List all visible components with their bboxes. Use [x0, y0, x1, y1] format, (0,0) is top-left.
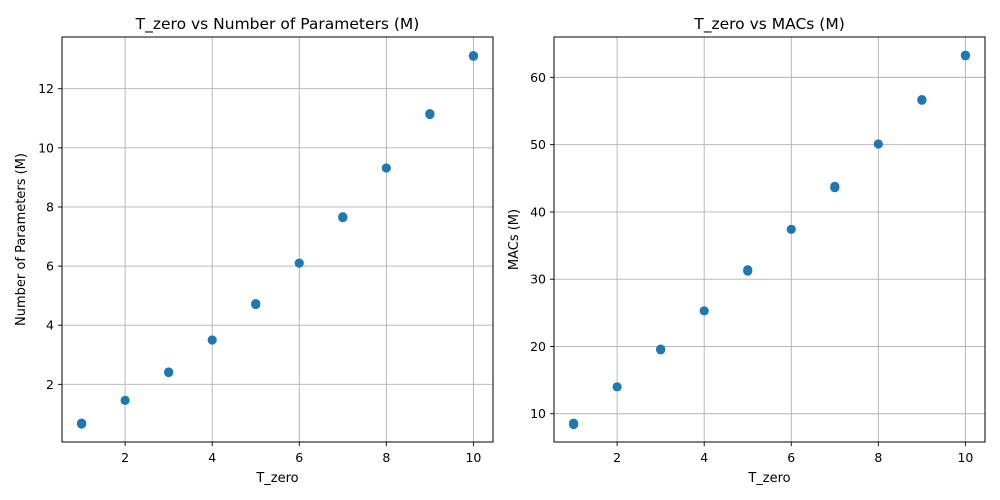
x-tick-label: 6	[295, 450, 303, 465]
data-point	[743, 265, 753, 275]
chart-panel-2: 2 4 6 8 10 10 20 30 40 50 60 T_zero vs MACs (M) T_ze…	[507, 15, 986, 486]
x-axis-label: T_zero	[255, 471, 298, 486]
y-tick-label: 40	[530, 204, 546, 219]
plot-frame	[61, 36, 494, 443]
plot-frame	[553, 36, 986, 443]
y-axis-label: MACs (M)	[507, 209, 522, 270]
data-point	[207, 335, 217, 345]
x-tick-label: 10	[465, 450, 481, 465]
y-tick-label: 2	[46, 377, 54, 392]
y-tick-label: 8	[46, 199, 54, 214]
x-tick-label: 10	[957, 450, 973, 465]
data-point	[568, 418, 579, 428]
y-axis-label: Number of Parameters (M)	[14, 153, 29, 326]
y-tick-label: 20	[530, 339, 546, 354]
y-tick-label: 10	[530, 406, 546, 421]
x-tick-label: 2	[613, 450, 621, 465]
data-point	[917, 94, 927, 105]
x-tick-label: 6	[787, 450, 795, 465]
y-tick-label: 10	[38, 140, 54, 155]
data-point	[612, 382, 622, 392]
x-tick-label: 8	[382, 450, 390, 465]
y-tick-label: 6	[46, 259, 54, 274]
data-point	[468, 51, 479, 61]
x-tick-label: 2	[121, 450, 129, 465]
y-tick-label: 30	[530, 272, 546, 287]
y-tick-label: 4	[46, 318, 54, 333]
data-point	[120, 395, 130, 405]
x-tick-label: 4	[208, 450, 216, 465]
y-tick-label: 50	[530, 137, 546, 152]
x-axis-label: T_zero	[747, 471, 790, 486]
data-point	[830, 181, 840, 191]
y-tick-label: 60	[530, 70, 546, 85]
data-point	[381, 163, 391, 173]
data-point	[76, 418, 87, 428]
data-point	[338, 212, 348, 222]
data-point	[699, 306, 709, 316]
x-tick-label: 8	[874, 450, 882, 465]
data-point	[425, 108, 435, 119]
y-tick-label: 12	[38, 81, 54, 96]
data-point	[873, 139, 883, 149]
data-point	[786, 224, 796, 235]
chart-title: T_zero vs MACs (M)	[693, 15, 845, 34]
data-point	[294, 258, 304, 268]
data-point	[656, 344, 666, 354]
data-point	[251, 299, 261, 309]
data-point	[960, 50, 971, 60]
chart-title: T_zero vs Number of Parameters (M)	[135, 15, 420, 34]
data-point	[164, 367, 174, 377]
x-tick-label: 4	[700, 450, 708, 465]
chart-panel-1: 2 4 6 8 10 2 4 6 8 10 12 T_zero vs Number of Parame…	[14, 15, 494, 486]
